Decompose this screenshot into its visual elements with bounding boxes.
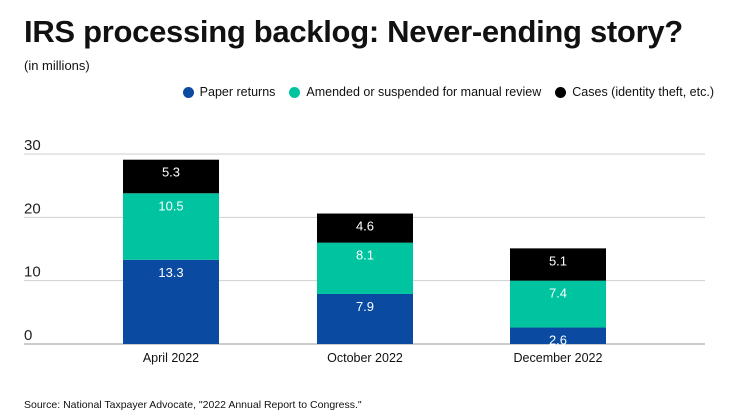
bar-segment-amended-or-suspended-for-manual-review-december-2022 bbox=[510, 280, 606, 328]
x-category-label-october-2022: October 2022 bbox=[327, 351, 403, 365]
legend-swatch-amended bbox=[289, 86, 301, 98]
data-label-cases-identity-theft-etc-december-2022: 5.1 bbox=[549, 253, 567, 268]
chart-subtitle: (in millions) bbox=[24, 58, 90, 73]
legend: Paper returns Amended or suspended for m… bbox=[182, 85, 714, 99]
bar-segment-paper-returns-october-2022 bbox=[317, 293, 413, 344]
data-label-amended-or-suspended-for-manual-review-december-2022: 7.4 bbox=[549, 286, 567, 301]
data-label-paper-returns-april-2022: 13.3 bbox=[158, 265, 183, 280]
legend-swatch-cases bbox=[555, 86, 567, 98]
legend-item-cases: Cases (identity theft, etc.) bbox=[555, 85, 714, 99]
bar-segment-cases-identity-theft-etc-october-2022 bbox=[317, 213, 413, 243]
legend-item-paper-returns: Paper returns bbox=[182, 85, 276, 99]
legend-label-paper-returns: Paper returns bbox=[199, 85, 276, 99]
data-label-cases-identity-theft-etc-april-2022: 5.3 bbox=[162, 165, 180, 180]
y-tick-label-0: 0 bbox=[24, 327, 32, 344]
bar-segment-cases-identity-theft-etc-april-2022 bbox=[123, 159, 219, 194]
x-category-label-april-2022: April 2022 bbox=[143, 351, 199, 365]
legend-swatch-paper-returns bbox=[182, 86, 194, 98]
data-label-amended-or-suspended-for-manual-review-october-2022: 8.1 bbox=[356, 248, 374, 263]
bar-segment-paper-returns-april-2022 bbox=[123, 259, 219, 344]
chart-title: IRS processing backlog: Never-ending sto… bbox=[24, 14, 683, 49]
bar-segment-amended-or-suspended-for-manual-review-october-2022 bbox=[317, 242, 413, 294]
bar-segment-paper-returns-december-2022 bbox=[510, 327, 606, 344]
data-label-paper-returns-december-2022: 2.6 bbox=[549, 333, 567, 348]
y-tick-label-30: 30 bbox=[24, 137, 41, 154]
legend-label-amended: Amended or suspended for manual review bbox=[306, 85, 542, 99]
x-category-label-december-2022: December 2022 bbox=[514, 351, 603, 365]
bar-segment-amended-or-suspended-for-manual-review-april-2022 bbox=[123, 193, 219, 260]
source-note: Source: National Taxpayer Advocate, "202… bbox=[24, 399, 362, 411]
data-label-amended-or-suspended-for-manual-review-april-2022: 10.5 bbox=[158, 198, 183, 213]
data-label-paper-returns-october-2022: 7.9 bbox=[356, 299, 374, 314]
y-tick-label-10: 10 bbox=[24, 264, 41, 281]
y-tick-label-20: 20 bbox=[24, 200, 41, 217]
bar-segment-cases-identity-theft-etc-december-2022 bbox=[510, 248, 606, 281]
legend-item-amended: Amended or suspended for manual review bbox=[289, 85, 541, 99]
legend-label-cases: Cases (identity theft, etc.) bbox=[572, 85, 714, 99]
data-label-cases-identity-theft-etc-october-2022: 4.6 bbox=[356, 219, 374, 234]
